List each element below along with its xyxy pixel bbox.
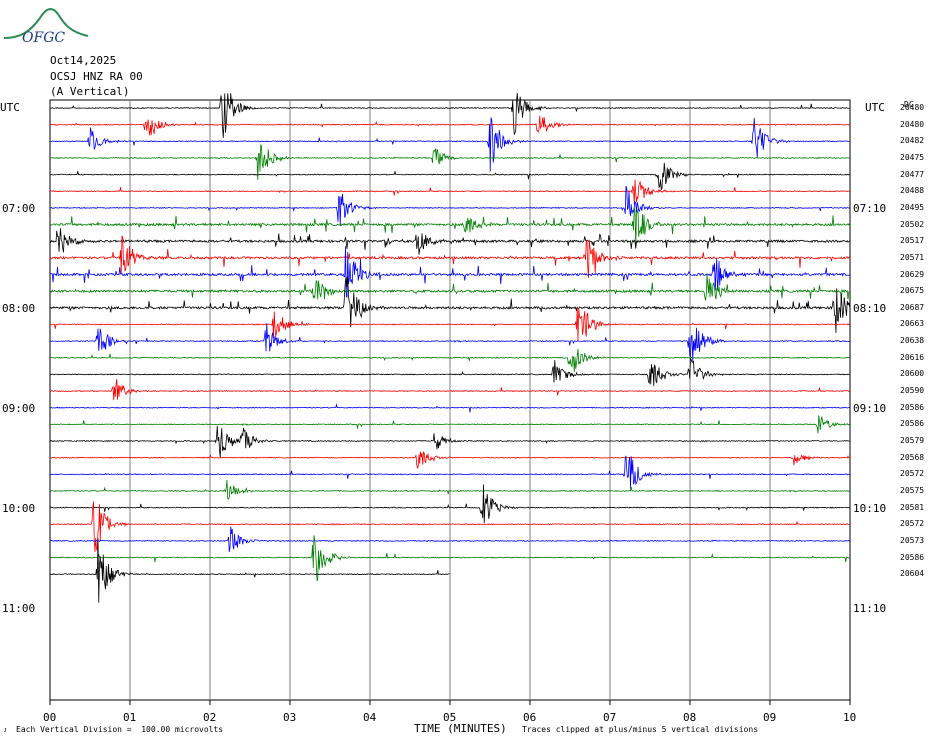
date-label: Oct14,2025 [50, 54, 117, 67]
seismic-trace [49, 455, 850, 489]
seismic-trace [49, 276, 850, 334]
station-label: OCSJ HNZ RA 00 [50, 70, 143, 83]
dc-offset-value: 20581 [900, 502, 925, 512]
x-tick-label: 10 [843, 711, 857, 724]
dc-offset-value: 20638 [900, 336, 925, 346]
component-label: (A Vertical) [50, 85, 130, 98]
dc-offset-value: 20488 [900, 186, 925, 196]
right-time-label: 11:10 [853, 602, 887, 615]
right-time-label: 08:10 [853, 302, 887, 315]
x-tick-label: 00 [43, 711, 57, 724]
x-tick-label: 09 [763, 711, 777, 724]
left-time-label: 08:00 [2, 302, 36, 315]
seismic-trace [49, 144, 850, 180]
x-tick-label: 07 [603, 711, 617, 724]
dc-offset-value: 20590 [900, 386, 925, 396]
dc-offset-value: 20579 [900, 436, 925, 445]
left-time-label: 11:00 [2, 602, 36, 615]
dc-offset-value: 20571 [900, 252, 925, 262]
dc-offset-value: 20616 [900, 352, 925, 362]
seismic-trace [49, 480, 850, 500]
seismic-trace [49, 348, 850, 373]
footer-clip-note: Traces clipped at plus/minus 5 vertical … [522, 725, 759, 734]
dc-offset-value: 20586 [900, 419, 925, 429]
seismic-trace [49, 357, 850, 387]
dc-offset-value: 20586 [900, 402, 925, 412]
seismic-trace [49, 526, 850, 552]
dc-offset-value: 20675 [900, 286, 925, 296]
x-tick-label: 02 [203, 711, 217, 724]
dc-offset-value: 20575 [900, 485, 925, 495]
svg-text:OFGC: OFGC [22, 30, 65, 44]
seismic-trace [49, 207, 850, 247]
seismic-trace [49, 307, 850, 342]
dc-offset-value: 20604 [900, 569, 925, 579]
seismic-trace [49, 228, 850, 255]
x-tick-label: 04 [363, 711, 377, 724]
seismic-trace [49, 538, 450, 603]
dc-offset-value: 20477 [900, 169, 925, 179]
left-time-label: 09:00 [2, 402, 36, 415]
dc-offset-value: 20502 [900, 219, 925, 229]
dc-offset-value: 20480 [900, 119, 925, 129]
dc-offset-value: 20600 [900, 369, 925, 379]
dc-offset-value: 20586 [900, 552, 925, 562]
dc-offset-value: 20568 [900, 452, 925, 462]
x-tick-label: 06 [523, 711, 537, 724]
dc-offset-value: 20482 [900, 136, 925, 146]
dc-offset-value: 20517 [900, 236, 925, 246]
dc-offset-value: 20573 [900, 535, 925, 545]
seismic-trace [49, 501, 850, 552]
right-time-label: 09:10 [853, 402, 887, 415]
seismic-trace [49, 535, 850, 582]
seismic-trace [49, 235, 850, 279]
right-time-label: 10:10 [853, 502, 887, 515]
seismic-trace [49, 246, 850, 298]
x-tick-label: 03 [283, 711, 297, 724]
seismic-trace [49, 323, 850, 362]
x-tick-label: 01 [123, 711, 137, 724]
dc-offset-value: 20480 [900, 103, 925, 112]
ofgc-logo: OFGC [3, 8, 89, 44]
seismic-trace [49, 484, 850, 524]
left-time-label: 10:00 [2, 502, 36, 515]
seismic-trace [49, 274, 850, 301]
seismic-trace [49, 185, 850, 227]
dc-offset-value: 20687 [900, 302, 925, 312]
seismic-trace [49, 425, 850, 458]
dc-offset-value: 20572 [900, 519, 925, 529]
seismic-trace [49, 378, 850, 401]
left-utc-label: UTC [0, 101, 20, 114]
dc-offset-value: 20629 [900, 269, 925, 279]
seismic-trace [49, 92, 850, 138]
seismic-trace [49, 415, 850, 434]
left-time-label: 07:00 [2, 202, 36, 215]
seismic-trace [49, 450, 850, 469]
x-tick-label: 08 [683, 711, 697, 724]
footer-scale-note: ᴊ Each Vertical Division = 100.00 microv… [4, 725, 224, 734]
seismic-trace [49, 179, 850, 205]
dc-offset-value: 20495 [900, 202, 925, 212]
dc-offset-value: 20572 [900, 469, 925, 479]
seismic-trace [49, 115, 850, 136]
seismic-trace [49, 117, 850, 172]
seismic-trace [49, 162, 850, 191]
right-time-label: 07:10 [853, 202, 887, 215]
x-tick-label: 05 [443, 711, 457, 724]
right-utc-label: UTC [865, 101, 885, 114]
dc-offset-value: 20475 [900, 152, 925, 162]
dc-offset-value: 20663 [900, 319, 925, 329]
x-axis-title: TIME (MINUTES) [414, 722, 507, 735]
seismic-trace [49, 403, 850, 413]
dc-header: DC [904, 100, 914, 109]
